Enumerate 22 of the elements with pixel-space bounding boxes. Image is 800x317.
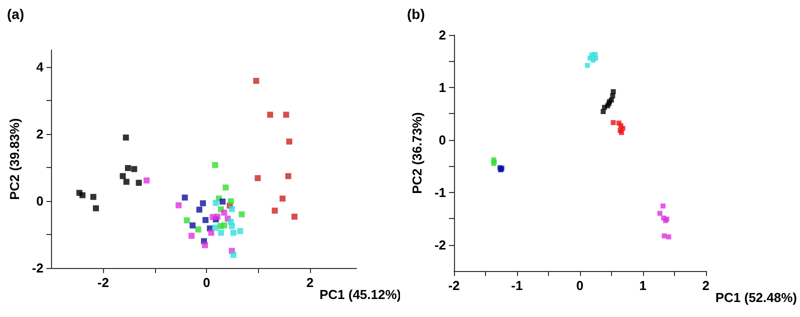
y-tick-label: 4 <box>36 59 44 74</box>
x-tick-label: -1 <box>511 278 523 293</box>
y-tick-label: 1 <box>438 80 446 95</box>
x-tick-label: 2 <box>702 278 710 293</box>
x-tick-label: 2 <box>306 275 314 290</box>
x-tick-label: 1 <box>639 278 646 293</box>
chart-title: (a) <box>7 6 24 22</box>
x-tick-label: -2 <box>448 278 460 293</box>
y-tick-label: -2 <box>434 237 446 252</box>
y-tick-label: -1 <box>434 184 446 200</box>
y-axis-title: PC2 (39.83%) <box>7 118 22 200</box>
y-tick-label: -2 <box>32 260 44 276</box>
y-tick-label: 2 <box>36 126 44 142</box>
y-tick-label: 0 <box>36 193 44 208</box>
chart-title: (b) <box>407 6 425 22</box>
y-tick-label: 0 <box>438 132 446 148</box>
x-tick-label: -2 <box>97 275 109 290</box>
x-tick-label: 0 <box>202 275 210 290</box>
y-tick-label: 2 <box>438 28 446 42</box>
x-tick-label: 0 <box>576 278 584 293</box>
x-axis-title: PC1 (52.48%) <box>715 290 797 305</box>
y-axis-title: PC2 (36.73%) <box>410 112 425 194</box>
